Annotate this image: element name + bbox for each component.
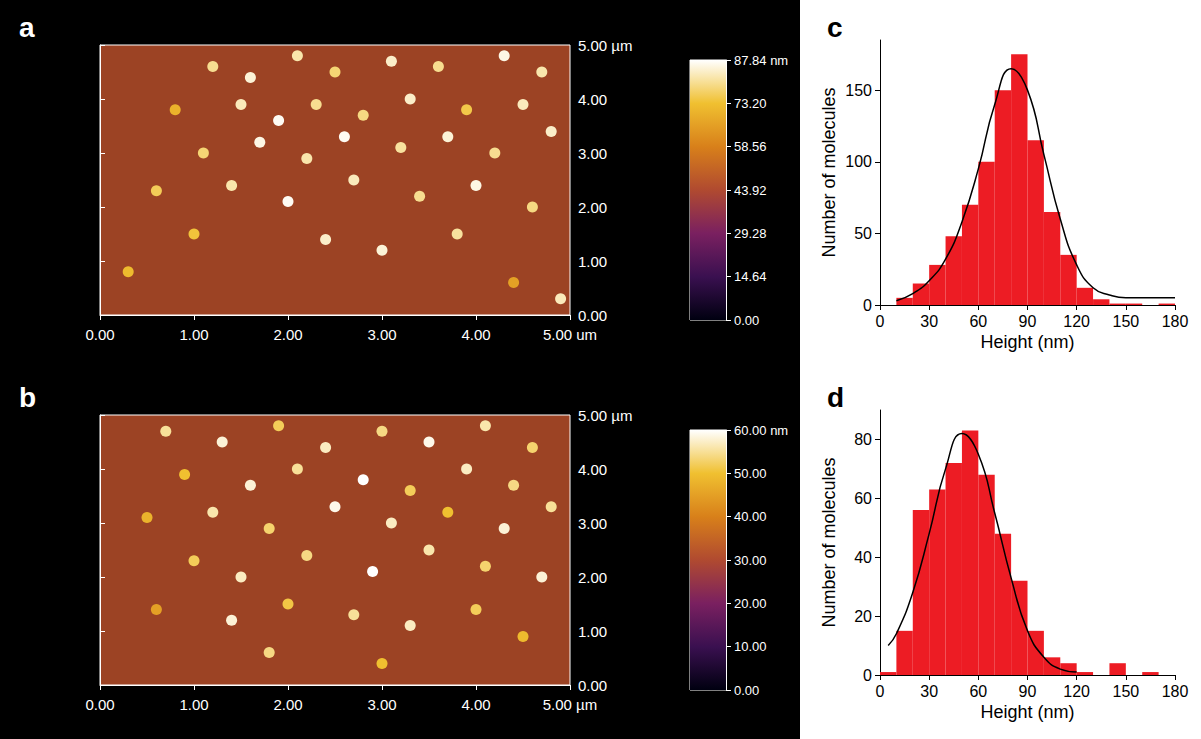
svg-text:10.00: 10.00: [734, 639, 767, 654]
svg-text:d: d: [827, 382, 844, 413]
svg-text:60: 60: [854, 490, 872, 507]
svg-text:3.00: 3.00: [367, 696, 396, 713]
svg-text:Number of molecules: Number of molecules: [819, 87, 839, 257]
svg-text:0: 0: [863, 667, 872, 684]
svg-text:5.00 µm: 5.00 µm: [578, 37, 633, 54]
svg-text:180: 180: [1162, 313, 1189, 330]
svg-text:30: 30: [920, 313, 938, 330]
svg-text:50: 50: [854, 225, 872, 242]
svg-text:80: 80: [854, 431, 872, 448]
svg-text:150: 150: [1112, 683, 1139, 700]
svg-text:Height (nm): Height (nm): [980, 702, 1074, 722]
svg-text:60.00 nm: 60.00 nm: [734, 423, 788, 438]
svg-text:120: 120: [1063, 683, 1090, 700]
svg-text:Height (nm): Height (nm): [980, 332, 1074, 352]
svg-text:29.28: 29.28: [734, 226, 767, 241]
svg-text:b: b: [19, 382, 36, 413]
svg-text:1.00: 1.00: [578, 623, 607, 640]
svg-text:0.00: 0.00: [578, 307, 607, 324]
svg-text:4.00: 4.00: [578, 91, 607, 108]
svg-text:0.00: 0.00: [734, 313, 759, 328]
svg-text:Number of molecules: Number of molecules: [819, 457, 839, 627]
svg-text:3.00: 3.00: [578, 145, 607, 162]
svg-text:2.00: 2.00: [578, 199, 607, 216]
svg-text:5.00 µm: 5.00 µm: [543, 696, 598, 713]
svg-text:4.00: 4.00: [461, 326, 490, 343]
svg-text:60: 60: [969, 313, 987, 330]
svg-text:3.00: 3.00: [367, 326, 396, 343]
svg-text:5.00 µm: 5.00 µm: [578, 407, 633, 424]
svg-text:50.00: 50.00: [734, 466, 767, 481]
svg-text:1.00: 1.00: [179, 326, 208, 343]
svg-text:180: 180: [1162, 683, 1189, 700]
svg-text:87.84 nm: 87.84 nm: [734, 53, 788, 68]
svg-text:2.00: 2.00: [273, 696, 302, 713]
svg-text:90: 90: [1019, 683, 1037, 700]
svg-text:73.20: 73.20: [734, 96, 767, 111]
svg-text:40: 40: [854, 549, 872, 566]
svg-text:a: a: [19, 12, 35, 43]
svg-text:150: 150: [1112, 313, 1139, 330]
svg-text:4.00: 4.00: [461, 696, 490, 713]
svg-text:120: 120: [1063, 313, 1090, 330]
svg-text:4.00: 4.00: [578, 461, 607, 478]
svg-text:0.00: 0.00: [85, 696, 114, 713]
svg-text:100: 100: [845, 153, 872, 170]
svg-text:0: 0: [876, 683, 885, 700]
svg-text:0.00: 0.00: [85, 326, 114, 343]
svg-text:1.00: 1.00: [179, 696, 208, 713]
svg-text:1.00: 1.00: [578, 253, 607, 270]
svg-text:c: c: [827, 12, 843, 43]
svg-text:2.00: 2.00: [578, 569, 607, 586]
svg-text:14.64: 14.64: [734, 269, 767, 284]
svg-text:0.00: 0.00: [734, 683, 759, 698]
svg-text:20: 20: [854, 608, 872, 625]
svg-text:30: 30: [920, 683, 938, 700]
svg-text:40.00: 40.00: [734, 509, 767, 524]
svg-text:90: 90: [1019, 313, 1037, 330]
svg-text:2.00: 2.00: [273, 326, 302, 343]
svg-text:3.00: 3.00: [578, 515, 607, 532]
svg-text:150: 150: [845, 82, 872, 99]
svg-text:58.56: 58.56: [734, 139, 767, 154]
svg-text:0: 0: [863, 297, 872, 314]
svg-text:30.00: 30.00: [734, 553, 767, 568]
svg-text:60: 60: [969, 683, 987, 700]
svg-text:0.00: 0.00: [578, 677, 607, 694]
svg-text:43.92: 43.92: [734, 183, 767, 198]
svg-text:5.00 um: 5.00 um: [543, 326, 597, 343]
svg-text:0: 0: [876, 313, 885, 330]
svg-text:20.00: 20.00: [734, 596, 767, 611]
